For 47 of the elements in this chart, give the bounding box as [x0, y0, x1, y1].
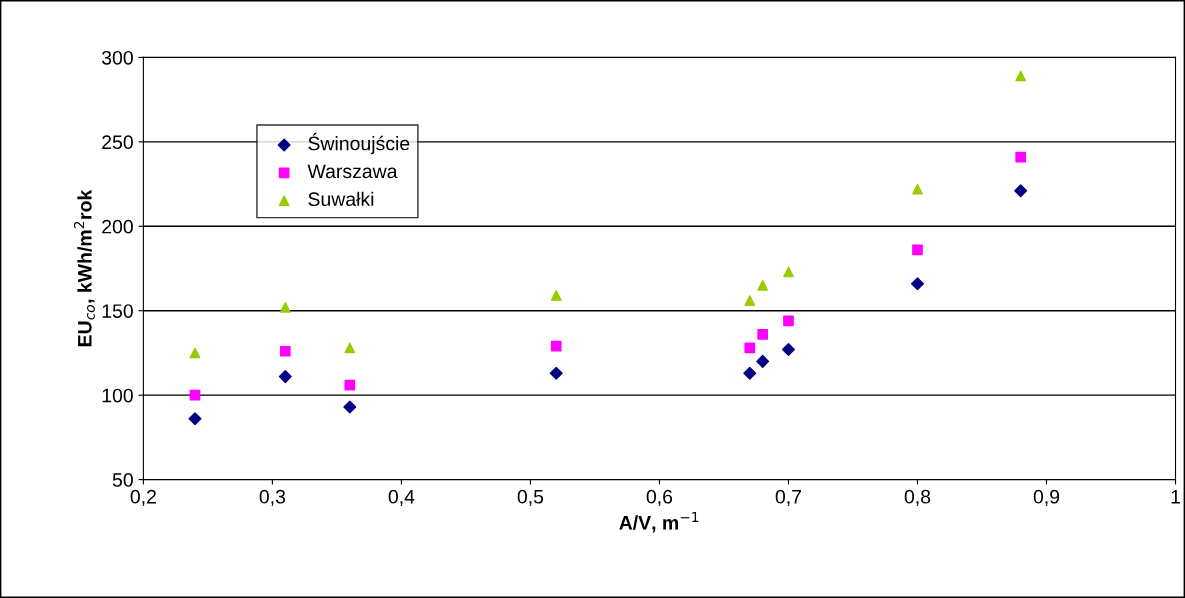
point [912, 244, 923, 256]
legend-label: Warszawa [307, 164, 398, 179]
point [757, 280, 769, 291]
x-tick-label: 0,2 [130, 489, 156, 506]
point [279, 345, 291, 357]
x-tick-label: 0,8 [904, 489, 931, 506]
legend-label: Suwałki [308, 191, 374, 207]
x-tick-label: 0,9 [1033, 489, 1060, 506]
point [743, 366, 757, 380]
x-tick-label: 0,3 [259, 489, 286, 506]
y-tick-label: 200 [102, 219, 133, 234]
point [188, 412, 202, 426]
point [1015, 151, 1027, 163]
point [344, 379, 356, 391]
point [744, 295, 756, 306]
y-tick-label: 150 [102, 304, 133, 318]
point [550, 290, 562, 301]
point [912, 183, 923, 195]
point [550, 340, 562, 352]
point [783, 315, 794, 327]
point [756, 354, 770, 368]
x-tick-label: 0,6 [646, 489, 673, 506]
point [344, 342, 356, 354]
point [279, 301, 291, 313]
point [343, 400, 357, 414]
x-axis-title: A/V, m$^{−1}$ [619, 512, 699, 533]
y-tick-label: 50 [112, 473, 133, 487]
x-tick-label: 0,5 [517, 489, 544, 506]
point [757, 329, 769, 340]
legend-label: Świnoujście [308, 132, 410, 155]
x-tick-label: 1 [1171, 490, 1180, 504]
y-axis-title: EU$_{co}$, kWh/m$^{2}$rok [73, 189, 95, 347]
x-tick-label: 0,4 [388, 489, 415, 506]
point [189, 347, 201, 359]
point [910, 277, 924, 291]
y-tick-label: 250 [102, 135, 133, 150]
x-tick-label: 0,7 [775, 489, 802, 506]
point [744, 342, 756, 354]
point [189, 389, 201, 401]
point [549, 366, 563, 380]
point [278, 370, 292, 384]
point [781, 343, 795, 357]
y-tick-label: 300 [101, 50, 133, 65]
point [1015, 70, 1027, 82]
point [783, 266, 794, 278]
point [1014, 184, 1028, 198]
y-tick-label: 100 [102, 388, 133, 403]
